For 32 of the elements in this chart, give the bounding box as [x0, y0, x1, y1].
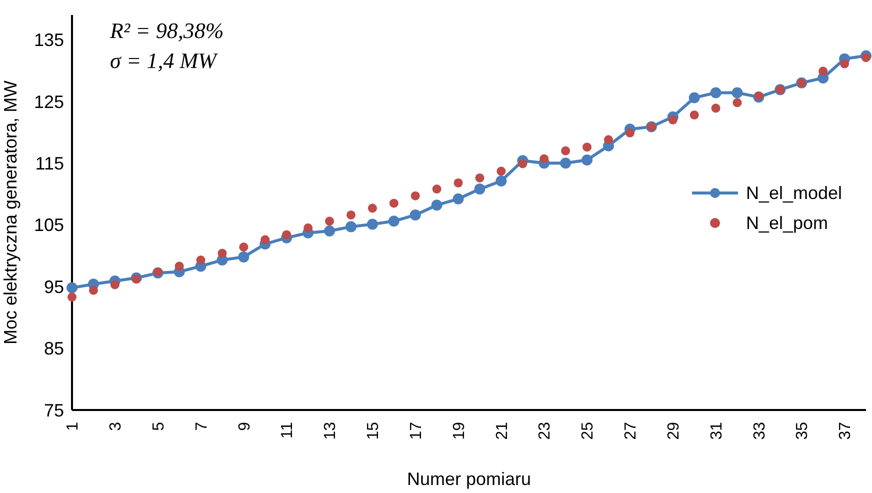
- x-tick-label: 7: [193, 422, 210, 431]
- x-tick-label: 19: [450, 422, 468, 440]
- x-tick-label: 35: [794, 422, 812, 440]
- x-tick-label: 3: [108, 422, 125, 431]
- y-tick-label: 75: [44, 400, 64, 420]
- x-tick-label: 21: [494, 422, 511, 440]
- y-tick-label: 105: [34, 215, 64, 236]
- y-tick-label: 115: [35, 154, 64, 174]
- x-tick-label: 17: [408, 422, 425, 440]
- x-tick-label: 37: [837, 422, 854, 440]
- x-tick-label: 11: [279, 422, 296, 439]
- y-tick-label: 135: [34, 30, 64, 50]
- x-tick-label: 13: [322, 422, 340, 440]
- x-tick-label: 5: [150, 422, 168, 431]
- x-tick-label: 9: [236, 422, 254, 431]
- x-tick-label: 29: [665, 422, 682, 440]
- y-axis-title: Moc elektryczna generatora, MW: [0, 80, 20, 345]
- y-tick-label: 95: [44, 276, 64, 297]
- x-tick-label: 31: [708, 422, 726, 440]
- y-tick-label: 125: [34, 92, 64, 112]
- legend-label: N_el_pom: [746, 212, 828, 235]
- x-axis-title: Numer pomiaru: [406, 469, 532, 489]
- x-tick-label: 15: [365, 422, 382, 440]
- x-tick-label: 1: [64, 422, 82, 431]
- x-tick-label: 25: [580, 422, 597, 440]
- x-tick-label: 33: [751, 422, 768, 440]
- y-tick-label: 85: [44, 338, 64, 359]
- annotation: R² = 98,38%: [110, 17, 224, 45]
- x-tick-label: 27: [622, 422, 640, 440]
- legend-label: N_el_model: [746, 182, 842, 205]
- x-tick-label: 23: [536, 422, 554, 440]
- annotation: σ = 1,4 MW: [110, 47, 219, 75]
